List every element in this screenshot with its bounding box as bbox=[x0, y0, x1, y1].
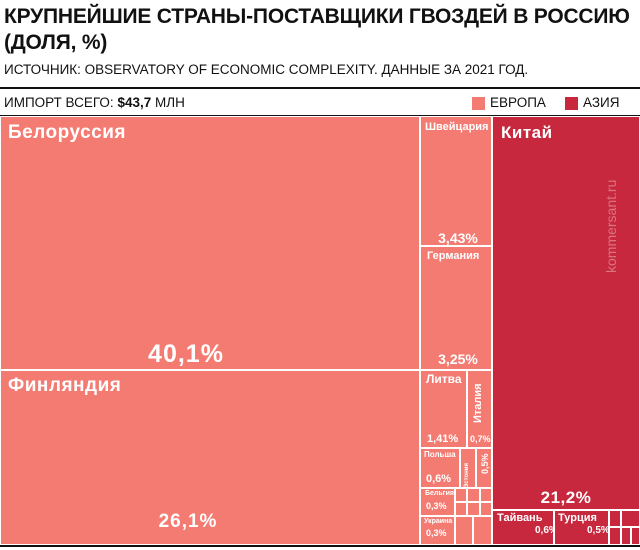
cell-name-poland: Польша bbox=[424, 450, 456, 459]
cell-value-germany: 3,25% bbox=[438, 351, 478, 367]
total-import-label: ИМПОРТ ВСЕГО: bbox=[4, 95, 114, 110]
treemap-cell-asia-other-3 bbox=[609, 527, 621, 545]
cell-value-poland: 0,6% bbox=[426, 473, 452, 485]
cell-name-belarus: Белоруссия bbox=[8, 122, 126, 143]
treemap-cell-europe-other-5 bbox=[467, 502, 480, 516]
treemap-cell-taiwan bbox=[492, 510, 554, 545]
total-import-value: $43,7 bbox=[117, 95, 152, 110]
cell-name-turkey: Турция bbox=[558, 512, 597, 524]
treemap-cell-germany bbox=[420, 246, 492, 370]
treemap-cell-poland bbox=[420, 448, 460, 488]
legend-item-europe: ЕВРОПА bbox=[472, 95, 546, 111]
treemap-cell-europe-other-8 bbox=[473, 516, 492, 545]
legend-swatch-asia bbox=[565, 96, 578, 110]
divider-top bbox=[0, 87, 640, 89]
watermark-text: kommersant.ru bbox=[603, 180, 619, 273]
cell-value-taiwan: 0,6% bbox=[535, 525, 558, 536]
treemap-cell-italy bbox=[467, 370, 492, 448]
treemap-cell-finland bbox=[0, 370, 420, 545]
treemap-cell-belgium bbox=[420, 488, 455, 516]
chart-title-text: КРУПНЕЙШИЕ СТРАНЫ-ПОСТАВЩИКИ ГВОЗДЕЙ В Р… bbox=[4, 5, 630, 54]
treemap-cell-europe-other-3 bbox=[480, 488, 492, 502]
treemap-cell-europe-other-7 bbox=[455, 516, 473, 545]
treemap-cell-asia-other-4 bbox=[621, 527, 631, 545]
treemap-cell-lithuania bbox=[420, 370, 467, 448]
cell-name-lithuania: Литва bbox=[426, 372, 462, 386]
chart-source: ИСТОЧНИК: OBSERVATORY OF ECONOMIC COMPLE… bbox=[4, 62, 529, 77]
treemap-cell-estonia bbox=[460, 448, 476, 488]
total-import: ИМПОРТ ВСЕГО: $43,7 МЛН bbox=[4, 95, 185, 111]
cell-value-switzerland: 3,43% bbox=[438, 230, 478, 246]
treemap-cell-china bbox=[492, 116, 640, 510]
cell-value-estonia: 0,5% bbox=[480, 453, 490, 474]
legend-label-europe: ЕВРОПА bbox=[490, 95, 546, 110]
watermark: kommersant.ru bbox=[603, 180, 619, 273]
treemap-cell-ukraine bbox=[420, 516, 455, 545]
divider-chart bbox=[0, 115, 640, 117]
treemap-cell-europe-other-2 bbox=[467, 488, 480, 502]
cell-value-italy: 0,7% bbox=[470, 434, 491, 444]
divider-bottom bbox=[0, 545, 640, 547]
legend-item-asia: АЗИЯ bbox=[565, 95, 619, 111]
cell-value-china: 21,2% bbox=[540, 488, 592, 507]
legend-label-asia: АЗИЯ bbox=[583, 95, 620, 110]
total-import-unit: МЛН bbox=[155, 95, 185, 110]
cell-value-lithuania: 1,41% bbox=[427, 433, 459, 445]
cell-name-taiwan: Тайвань bbox=[497, 512, 543, 524]
cell-value-turkey: 0,5% bbox=[587, 525, 610, 536]
cell-value-finland: 26,1% bbox=[158, 511, 218, 532]
cell-name-finland: Финляндия bbox=[8, 375, 122, 396]
treemap-cell-switzerland bbox=[420, 116, 492, 246]
treemap-cell-europe-other-4 bbox=[455, 502, 467, 516]
cell-name-switzerland: Швейцария bbox=[425, 121, 489, 133]
treemap-cell-europe-other-1 bbox=[455, 488, 467, 502]
treemap-cell-belarus bbox=[0, 116, 420, 370]
cell-name-germany: Германия bbox=[427, 250, 480, 262]
legend-swatch-europe bbox=[472, 96, 485, 110]
treemap-cell-europe-other-6 bbox=[480, 502, 492, 516]
treemap-cell-asia-other-2 bbox=[621, 510, 640, 527]
treemap-cell-asia-other-5 bbox=[631, 527, 640, 545]
cell-name-italy: Италия bbox=[472, 383, 484, 423]
treemap-cell-turkey bbox=[554, 510, 609, 545]
cell-name-belgium: Бельгия bbox=[425, 490, 454, 497]
cell-value-ukraine: 0,3% bbox=[426, 528, 447, 538]
cell-value-belgium: 0,3% bbox=[426, 501, 447, 511]
cell-value-belarus: 40,1% bbox=[148, 340, 224, 368]
treemap-cell-asia-other-1 bbox=[609, 510, 621, 527]
cell-name-estonia: Эстония bbox=[464, 463, 470, 488]
cell-name-ukraine: Украина bbox=[424, 518, 453, 525]
cell-name-china: Китай bbox=[501, 123, 553, 142]
treemap-cell-estonia-value bbox=[476, 448, 492, 488]
